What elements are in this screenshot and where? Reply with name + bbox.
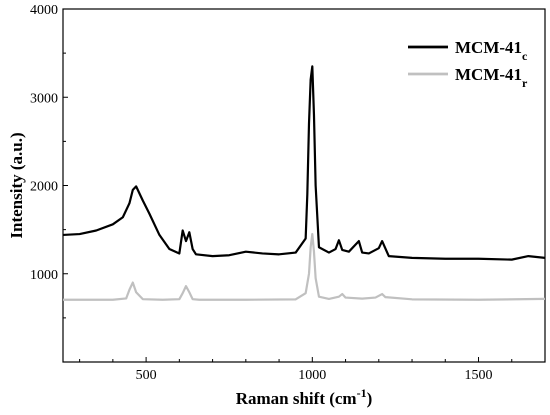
legend-label: MCM-41c	[455, 38, 528, 63]
y-tick-label: 1000	[30, 268, 58, 283]
legend-label: MCM-41r	[455, 65, 528, 90]
series-line-mcm-41-r	[63, 232, 545, 301]
x-axis-title: Raman shift (cm-1)	[236, 386, 373, 408]
y-axis-title: Intensity (a.u.)	[7, 132, 26, 238]
x-tick-label: 1500	[465, 368, 493, 383]
x-tick-label: 500	[136, 368, 157, 383]
x-tick-label: 1000	[298, 368, 326, 383]
y-tick-label: 3000	[30, 91, 58, 106]
series-line-mcm-41-c	[63, 65, 545, 261]
y-tick-label: 4000	[30, 3, 58, 18]
plot-area-border	[62, 8, 546, 363]
y-tick-label: 2000	[30, 180, 58, 195]
